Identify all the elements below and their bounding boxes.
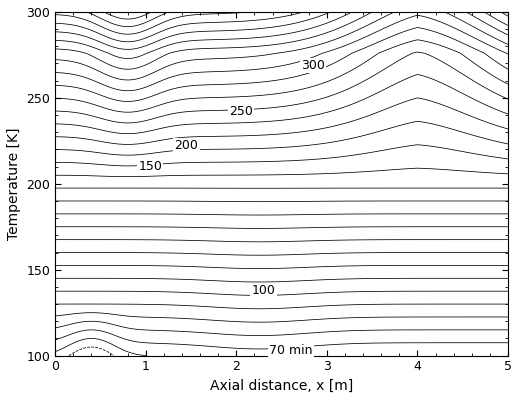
Text: 250: 250	[229, 105, 253, 118]
Text: 70 min: 70 min	[269, 344, 312, 357]
Y-axis label: Temperature [K]: Temperature [K]	[7, 128, 21, 240]
X-axis label: Axial distance, x [m]: Axial distance, x [m]	[210, 379, 353, 393]
Text: 150: 150	[139, 160, 162, 173]
Text: 200: 200	[174, 140, 198, 152]
Text: 100: 100	[252, 284, 276, 297]
Text: 300: 300	[302, 59, 325, 72]
